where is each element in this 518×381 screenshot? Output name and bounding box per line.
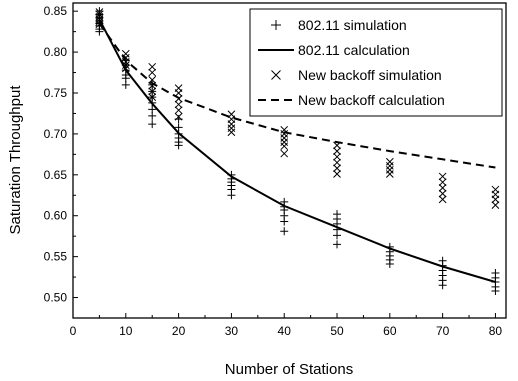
- legend-symbol-0: [271, 20, 281, 30]
- series-2-point-38: [333, 164, 341, 173]
- legend-label-0: 802.11 simulation: [298, 17, 407, 33]
- series-1-line: [98, 18, 496, 283]
- series-2-point-25: [227, 120, 236, 128]
- series-0-point-55: [438, 281, 447, 290]
- x-tick-label-6: 60: [383, 324, 397, 338]
- series-2-point-22: [174, 112, 183, 121]
- series-2-point-32: [280, 142, 289, 151]
- x-tick-label-3: 30: [225, 324, 239, 338]
- series-2-point-51: [491, 195, 500, 204]
- series-2-point-52: [491, 201, 500, 209]
- series-0-point-26: [174, 141, 183, 150]
- series-2-point-42: [385, 166, 394, 174]
- data-layer: [95, 7, 500, 295]
- series-2-point-15: [148, 87, 157, 96]
- series-2-point-14: [148, 81, 157, 90]
- plot-frame: [72, 2, 507, 319]
- series-2-point-10: [121, 64, 130, 73]
- series-2-point-47: [438, 189, 447, 198]
- y-tick-label-5: 0.75: [44, 86, 68, 100]
- series-3-line: [98, 22, 496, 169]
- y-tick-label-0: 0.50: [44, 291, 68, 305]
- series-2-point-35: [333, 147, 341, 155]
- series-0-point-60: [491, 287, 500, 295]
- legend-label-2: New backoff simulation: [298, 67, 442, 83]
- legend-symbols: [258, 20, 294, 101]
- y-tick-label-6: 0.80: [44, 45, 68, 59]
- series-2-point-33: [280, 149, 289, 158]
- series-2-point-16: [148, 93, 157, 101]
- x-tick-label-7: 70: [436, 324, 450, 338]
- series-0-point-38: [280, 227, 289, 236]
- series-2-point-48: [438, 195, 447, 204]
- series-2-point-20: [174, 100, 183, 109]
- series-0-point-13: [121, 80, 130, 89]
- series-2-point-27: [227, 128, 236, 137]
- series-2-point-12: [148, 68, 157, 77]
- series-2-point-34: [333, 141, 341, 150]
- legend-symbol-2: [271, 70, 281, 80]
- series-2-point-31: [280, 138, 289, 146]
- series-0-point-43: [333, 231, 342, 240]
- series-2-point-30: [280, 134, 289, 142]
- series-2-point-11: [148, 62, 157, 71]
- series-0-point-7: [95, 27, 104, 36]
- series-2-point-9: [121, 61, 130, 70]
- legend: 802.11 simulation 802.11 calculation New…: [249, 8, 503, 117]
- series-2-point-4: [95, 17, 104, 26]
- y-tick-label-7: 0.85: [44, 4, 68, 18]
- x-tick-label-1: 10: [119, 324, 133, 338]
- legend-label-1: 802.11 calculation: [298, 42, 410, 58]
- series-2-point-44: [438, 172, 447, 181]
- series-2-point-43: [385, 170, 394, 178]
- series-2-point-19: [174, 94, 183, 103]
- series-2-point-41: [385, 161, 394, 170]
- series-0-point-49: [385, 260, 394, 268]
- ticks-layer: 0 10 20 30 40 50 60 70 80 0.50 0.55 0.60 0.65 0.70 0.7…: [44, 4, 503, 338]
- series-0-point-37: [280, 217, 289, 226]
- series-2-point-8: [121, 58, 130, 66]
- y-tick-label-3: 0.65: [44, 168, 68, 182]
- series-2-point-36: [333, 152, 341, 161]
- series-0-point-19: [148, 111, 157, 120]
- series-2-point-21: [174, 106, 183, 115]
- series-0-point-32: [227, 191, 236, 200]
- legend-box: [249, 8, 503, 117]
- y-axis-title: Saturation Throughput: [7, 85, 24, 235]
- x-tick-label-5: 50: [330, 324, 344, 338]
- series-0-point-20: [148, 120, 157, 129]
- series-2-point-37: [333, 158, 341, 167]
- y-tick-label-1: 0.55: [44, 250, 68, 264]
- series-2-point-6: [121, 49, 130, 58]
- y-tick-label-4: 0.70: [44, 127, 68, 141]
- series-2-point-46: [438, 184, 447, 192]
- series-0-point-44: [333, 240, 342, 249]
- series-2-point-18: [174, 89, 183, 97]
- series-2-point-40: [385, 157, 394, 166]
- x-axis-title: Number of Stations: [225, 361, 353, 378]
- series-2-point-5: [95, 20, 104, 29]
- y-tick-label-2: 0.60: [44, 209, 68, 223]
- series-2-point-39: [333, 170, 341, 178]
- x-tick-label-8: 80: [489, 324, 503, 338]
- x-tick-label-0: 0: [70, 324, 77, 338]
- x-tick-label-4: 40: [278, 324, 292, 338]
- legend-label-3: New backoff calculation: [298, 92, 445, 108]
- series-2-point-45: [438, 178, 447, 187]
- series-2-point-26: [227, 124, 236, 133]
- x-tick-label-2: 20: [172, 324, 186, 338]
- series-2-point-13: [148, 76, 157, 84]
